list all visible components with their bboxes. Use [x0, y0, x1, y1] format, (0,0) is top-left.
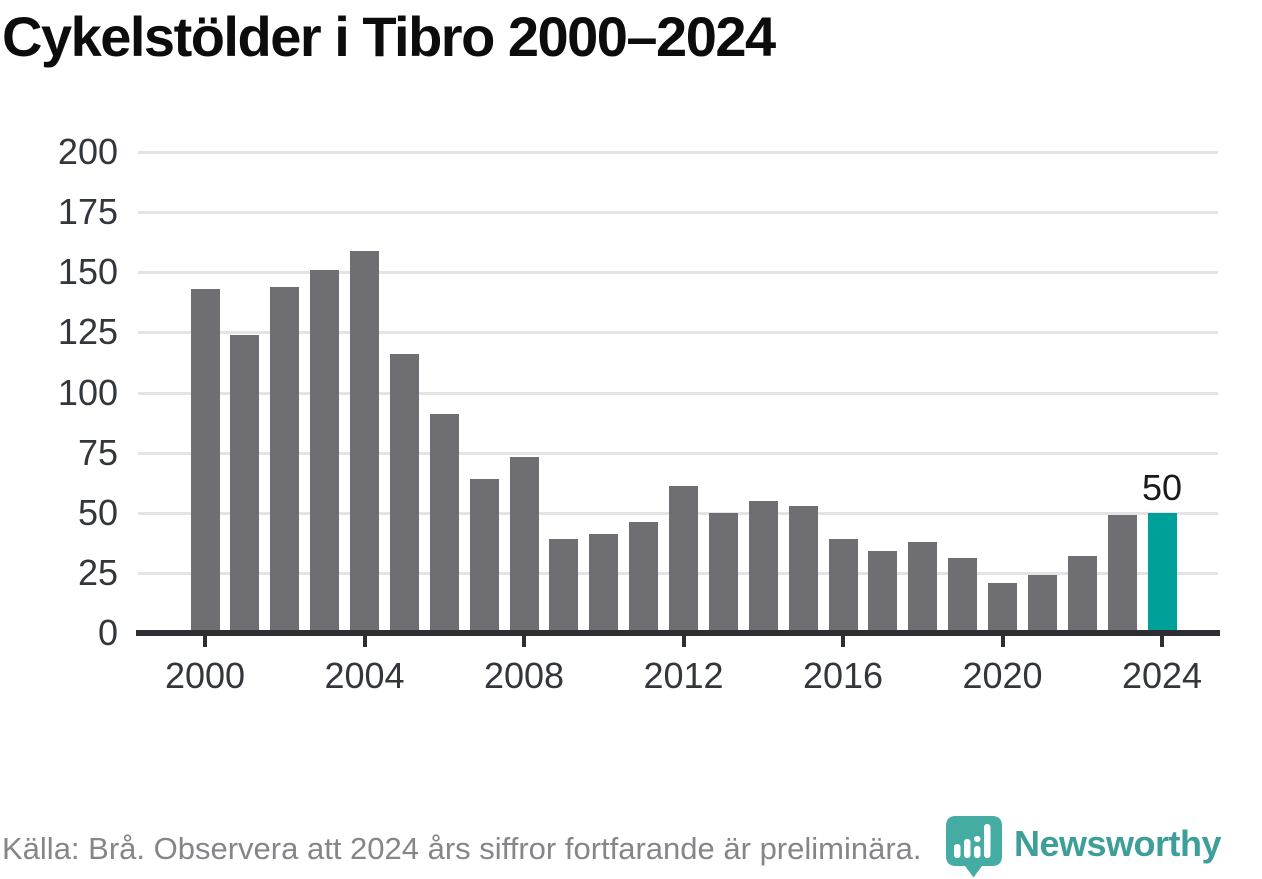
bar-2016: [828, 539, 858, 633]
logo-dot: [974, 836, 981, 842]
x-axis-label: 2000: [164, 655, 246, 696]
bar-2010: [589, 534, 619, 633]
bar-2012: [669, 486, 698, 633]
y-axis-label: 200: [57, 131, 118, 172]
x-axis-label: 2024: [1121, 655, 1203, 696]
x-axis-line: [136, 630, 1220, 636]
bar-value-label: 50: [1141, 466, 1183, 508]
bar-2002: [270, 286, 300, 633]
bar-2003: [310, 269, 340, 633]
bar-2013: [708, 512, 738, 633]
gridline-y-175: [138, 211, 1218, 215]
newsworthy-logo-icon: [946, 816, 1002, 878]
bar-2014: [748, 500, 778, 633]
x-axis-label: 2016: [802, 655, 884, 696]
y-axis-label: 0: [97, 612, 118, 653]
bar-2007: [469, 479, 499, 633]
x-axis-label: 2012: [643, 655, 724, 696]
bar-2017: [868, 551, 898, 633]
logo-bar: [984, 824, 991, 858]
gridline-y-125: [138, 331, 1218, 335]
gridline-y-150: [138, 271, 1218, 275]
x-axis-label: 2008: [483, 655, 565, 696]
bar-2015: [788, 505, 818, 633]
bar-2020: [988, 582, 1017, 633]
x-axis-tick-2004: [362, 633, 367, 647]
x-axis-label: 2020: [962, 655, 1043, 696]
plot-area: 50: [136, 151, 1220, 647]
bar-2001: [230, 334, 260, 633]
bar-2004: [350, 250, 379, 633]
bar-2009: [549, 539, 579, 633]
logo-bar: [974, 846, 981, 858]
y-axis-label: 175: [57, 191, 118, 233]
y-axis-label: 125: [57, 311, 118, 353]
gridline-y-200: [138, 151, 1218, 154]
x-axis-tick-2016: [841, 633, 845, 647]
bar-2024: [1147, 512, 1177, 633]
x-axis-tick-2000: [203, 633, 207, 647]
bar-2018: [908, 541, 938, 633]
y-axis-label: 100: [57, 371, 118, 413]
x-axis-tick-2012: [681, 633, 686, 647]
y-axis-label: 75: [77, 431, 118, 473]
x-axis-label: 2004: [324, 655, 405, 696]
x-axis-tick-2008: [522, 633, 526, 647]
gridline-y-100: [138, 391, 1218, 395]
brand-wordmark: Newsworthy: [1014, 823, 1222, 864]
logo-bar: [964, 839, 971, 858]
page-title: Cykelstölder i Tibro 2000–2024: [2, 5, 776, 68]
y-axis-label: 50: [77, 491, 118, 533]
x-axis-tick-2020: [1000, 633, 1005, 647]
bar-2006: [429, 414, 459, 633]
y-axis-label: 25: [77, 551, 118, 593]
bar-2021: [1027, 575, 1057, 633]
gridline-y-75: [138, 451, 1218, 455]
source-note: Källa: Brå. Observera att 2024 års siffr…: [2, 831, 922, 866]
bar-2023: [1107, 515, 1137, 633]
y-axis-label: 150: [57, 251, 118, 293]
logo-bar: [954, 844, 961, 858]
bar-2019: [948, 558, 978, 633]
bar-2022: [1067, 556, 1097, 633]
x-axis-tick-2024: [1160, 633, 1164, 647]
brand: Newsworthy: [945, 815, 1222, 878]
bar-2005: [389, 354, 419, 633]
bar-2011: [629, 522, 659, 633]
bar-2008: [509, 457, 539, 633]
bar-2000: [190, 289, 220, 633]
